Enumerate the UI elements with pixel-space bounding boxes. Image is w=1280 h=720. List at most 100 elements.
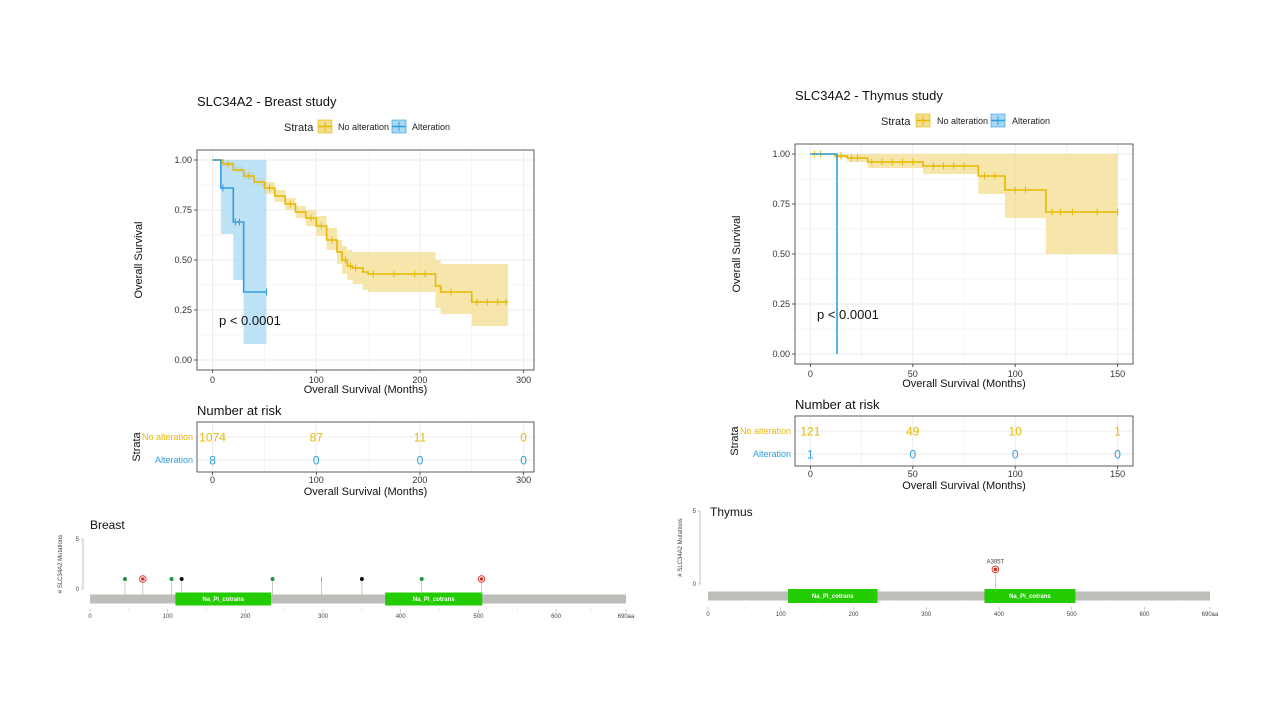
km-plot: 0 50 100 150 0.00 0.25 0.50 0.75 1.00 Overall Sur…	[731, 143, 1134, 390]
breast-figure: SLC34A2 - Breast study Strata No alterat…	[58, 94, 635, 620]
protein-domain	[984, 589, 1076, 603]
risk-count: 0	[1114, 448, 1121, 462]
thymus-panel: SLC34A2 - Thymus study Strata No alterat…	[640, 0, 1280, 720]
mutation-marker	[141, 577, 145, 581]
domain-label: Na_Pi_cotrans	[413, 597, 455, 603]
risk-x-axis-title: Overall Survival (Months)	[304, 486, 427, 498]
lollipop-x-tick-label: 500	[473, 614, 484, 620]
risk-count: 0	[520, 431, 527, 445]
lollipop-x-tick-label: 200	[848, 612, 859, 618]
protein-domain	[175, 592, 271, 606]
y-tick-label: 0.75	[772, 199, 790, 209]
risk-table: No alteration 1074 87 11 0 Alteration 8 0 0 0 0 100…	[131, 421, 535, 498]
km-title: SLC34A2 - Breast study	[197, 94, 337, 109]
legend-key-no-alteration	[317, 119, 333, 134]
thymus-figure: SLC34A2 - Thymus study Strata No alterat…	[678, 88, 1219, 618]
x-tick-label: 300	[516, 375, 531, 385]
lollipop-x-tick-label: 690aa	[618, 614, 635, 620]
lollipop-x-tick-label: 400	[994, 612, 1005, 618]
risk-table-title: Number at risk	[197, 403, 282, 418]
domain-label: Na_Pi_cotrans	[812, 594, 854, 600]
y-axis-title: Overall Survival	[731, 215, 743, 292]
y-tick-label: 0.00	[174, 355, 192, 365]
risk-x-tick-label: 150	[1110, 469, 1125, 479]
p-value-label: p < 0.0001	[219, 313, 281, 328]
risk-count: 11	[414, 431, 427, 445]
risk-count: 0	[313, 454, 320, 468]
mutation-marker	[359, 577, 364, 581]
plot-frame	[794, 143, 1134, 365]
lollipop-x-tick-label: 500	[1067, 612, 1078, 618]
x-axis-title: Overall Survival (Months)	[304, 384, 427, 396]
domain-label: Na_Pi_cotrans	[1009, 594, 1051, 600]
lollipop-x-tick-label: 200	[240, 614, 251, 620]
mutation-marker	[479, 577, 484, 581]
risk-count: 1	[807, 448, 814, 462]
risk-y-axis-title: Strata	[131, 431, 143, 461]
risk-count: 10	[1009, 425, 1023, 439]
risk-count: 49	[906, 425, 920, 439]
km-title: SLC34A2 - Thymus study	[795, 88, 943, 103]
domain-label: Na_Pi_cotrans	[202, 597, 244, 603]
lollipop-x-tick-label: 100	[163, 614, 174, 620]
y-tick-label: 0.00	[772, 349, 790, 359]
lollipop-y-tick-label: 5	[693, 509, 697, 515]
risk-count: 87	[310, 431, 324, 445]
lollipop-plot: 0 5 # SLC34A2 Mutations Na_Pi_cotrans Na_Pi_…	[58, 535, 635, 620]
confidence-band-alteration	[212, 160, 267, 344]
legend-title: Strata	[284, 122, 314, 134]
risk-count: 0	[520, 454, 527, 468]
x-tick-label: 150	[1110, 369, 1125, 379]
legend-key-no-alteration	[915, 113, 931, 128]
risk-count: 1074	[199, 431, 226, 445]
confidence-band-no-alteration	[810, 154, 1118, 254]
mutation-marker	[122, 577, 127, 581]
lollipop-x-tick-label: 300	[318, 614, 329, 620]
risk-row-label: No alteration	[740, 426, 791, 436]
legend-label-alteration: Alteration	[1012, 116, 1050, 126]
risk-x-tick-label: 300	[516, 475, 531, 485]
lollipop-x-tick-label: 400	[396, 614, 407, 620]
risk-x-tick-label: 50	[908, 469, 918, 479]
risk-frame	[794, 415, 1134, 467]
risk-count: 8	[209, 454, 216, 468]
y-tick-label: 0.75	[174, 205, 192, 215]
lollipop-x-tick-label: 600	[551, 614, 562, 620]
risk-x-tick-label: 200	[412, 475, 427, 485]
x-tick-label: 50	[908, 369, 918, 379]
risk-x-tick-label: 0	[808, 469, 813, 479]
mutation-marker	[419, 577, 424, 581]
y-tick-label: 0.25	[174, 305, 192, 315]
risk-frame	[196, 421, 535, 473]
risk-count: 0	[1012, 448, 1019, 462]
lollipop-y-tick-label: 5	[76, 537, 80, 543]
lollipop-plot: 0 5 # SLC34A2 Mutations Na_Pi_cotrans Na_Pi_…	[678, 509, 1219, 618]
lollipop-x-tick-label: 0	[88, 614, 92, 620]
x-tick-label: 100	[309, 375, 324, 385]
risk-x-axis-title: Overall Survival (Months)	[902, 480, 1025, 492]
x-tick-label: 0	[210, 375, 215, 385]
y-tick-label: 1.00	[174, 155, 192, 165]
lollipop-y-axis-title: # SLC34A2 Mutations	[58, 535, 64, 593]
risk-count: 0	[417, 454, 424, 468]
y-axis-title: Overall Survival	[133, 221, 145, 298]
risk-x-tick-label: 0	[210, 475, 215, 485]
risk-row-label: No alteration	[142, 432, 193, 442]
risk-row-label: Alteration	[155, 455, 193, 465]
x-tick-label: 200	[412, 375, 427, 385]
y-tick-label: 0.50	[772, 249, 790, 259]
mutation-marker	[270, 577, 275, 581]
lollipop-y-tick-label: 0	[693, 582, 697, 588]
lollipop-y-tick-label: 0	[76, 587, 80, 593]
lollipop-x-tick-label: 0	[706, 612, 710, 618]
survival-curve-alteration	[212, 159, 267, 293]
lollipop-title: Breast	[90, 518, 125, 532]
lollipop-y-axis-title: # SLC34A2 Mutations	[678, 518, 684, 576]
survival-curve-no-alteration	[212, 159, 509, 303]
risk-count: 0	[909, 448, 916, 462]
mutation-marker	[993, 567, 998, 572]
confidence-band-no-alteration	[212, 160, 509, 326]
legend-label-no-alteration: No alteration	[937, 116, 988, 126]
risk-count: 1	[1114, 425, 1121, 439]
mutation-marker	[169, 577, 174, 581]
